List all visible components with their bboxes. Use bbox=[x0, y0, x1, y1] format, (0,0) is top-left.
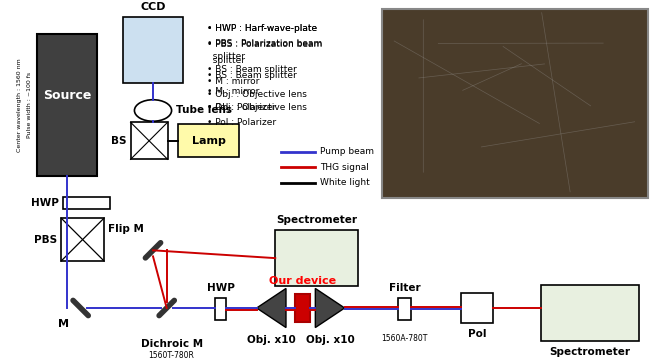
Bar bbox=[37, 34, 98, 176]
Ellipse shape bbox=[134, 100, 171, 121]
Text: • Pol : Polarizer: • Pol : Polarizer bbox=[207, 118, 276, 127]
Text: Pol: Pol bbox=[468, 329, 486, 339]
Text: Center wavelength : 1560 nm: Center wavelength : 1560 nm bbox=[16, 58, 22, 152]
Text: Our device: Our device bbox=[269, 277, 336, 286]
Text: CCD: CCD bbox=[140, 2, 166, 12]
Polygon shape bbox=[256, 289, 286, 327]
Text: HWP: HWP bbox=[31, 198, 59, 208]
Text: • HWP : Harf-wave-plate: • HWP : Harf-wave-plate bbox=[207, 24, 317, 33]
Polygon shape bbox=[315, 289, 345, 327]
Text: Pump beam: Pump beam bbox=[320, 147, 374, 156]
Text: Obj. x10: Obj. x10 bbox=[247, 335, 296, 345]
Bar bbox=[461, 293, 494, 323]
Text: • BS : Beam splitter: • BS : Beam splitter bbox=[207, 72, 297, 80]
Text: Lamp: Lamp bbox=[192, 136, 225, 146]
Text: • Obj. : Objective lens: • Obj. : Objective lens bbox=[207, 103, 306, 112]
Text: • HWP : Harf-wave-plate: • HWP : Harf-wave-plate bbox=[207, 24, 317, 33]
Bar bbox=[295, 294, 310, 322]
Bar bbox=[382, 9, 648, 197]
Text: • BS : Beam splitter: • BS : Beam splitter bbox=[207, 65, 297, 74]
Text: • Obj. : Objective lens: • Obj. : Objective lens bbox=[207, 90, 306, 99]
Text: 1560A-780T: 1560A-780T bbox=[382, 334, 428, 343]
Text: Spectrometer: Spectrometer bbox=[550, 347, 631, 357]
Bar bbox=[123, 17, 183, 83]
Text: White light: White light bbox=[320, 178, 370, 187]
Text: • PBS : Polarization beam: • PBS : Polarization beam bbox=[207, 39, 322, 48]
Bar bbox=[179, 124, 239, 158]
Text: • M : mirror: • M : mirror bbox=[207, 77, 259, 86]
Bar bbox=[61, 218, 104, 261]
Text: Filter: Filter bbox=[389, 284, 420, 293]
Text: splitter: splitter bbox=[207, 52, 244, 61]
Bar bbox=[275, 230, 358, 286]
Text: splitter: splitter bbox=[207, 56, 244, 65]
Text: HWP: HWP bbox=[206, 284, 235, 293]
Text: • M : mirror: • M : mirror bbox=[207, 87, 259, 96]
Text: • Pol : Polarizer: • Pol : Polarizer bbox=[207, 103, 276, 112]
Text: BS: BS bbox=[111, 136, 127, 146]
Bar bbox=[399, 298, 411, 320]
Text: THG signal: THG signal bbox=[320, 163, 369, 172]
Bar bbox=[130, 122, 167, 159]
Text: • PBS : Polarization beam: • PBS : Polarization beam bbox=[207, 40, 322, 49]
Text: Flip M: Flip M bbox=[107, 224, 144, 234]
Bar bbox=[215, 298, 226, 320]
Text: 1560T-780R: 1560T-780R bbox=[149, 351, 194, 360]
Text: Obj. x10: Obj. x10 bbox=[306, 335, 355, 345]
Text: M: M bbox=[57, 319, 69, 329]
Text: PBS: PBS bbox=[34, 234, 57, 245]
Text: Spectrometer: Spectrometer bbox=[276, 215, 357, 225]
Bar bbox=[541, 285, 639, 341]
Text: Source: Source bbox=[43, 89, 91, 102]
Text: Dichroic M: Dichroic M bbox=[140, 339, 203, 349]
Bar bbox=[63, 196, 110, 209]
Text: Tube lens: Tube lens bbox=[177, 106, 233, 115]
Text: Pulse width : ~100 fs: Pulse width : ~100 fs bbox=[27, 72, 32, 138]
